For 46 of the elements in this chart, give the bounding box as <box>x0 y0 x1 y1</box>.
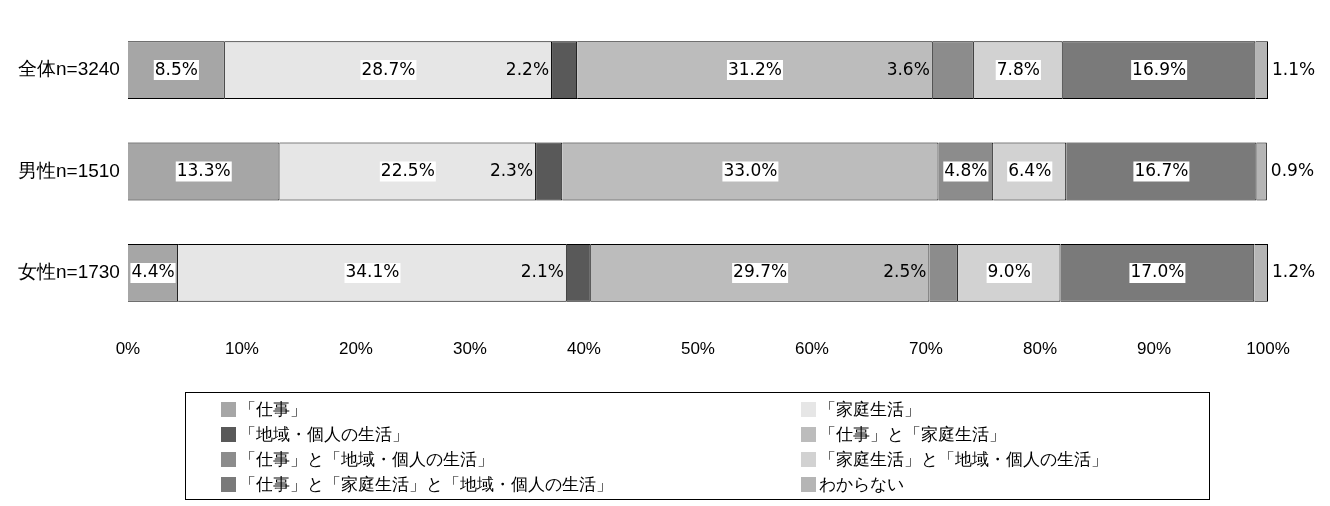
data-label: 34.1% <box>345 261 400 282</box>
data-label: 22.5% <box>380 159 435 180</box>
legend-label: 「仕事」 <box>239 398 307 421</box>
legend-label: 「仕事」と「家庭生活」 <box>819 423 1006 446</box>
legend-label: 「仕事」と「地域・個人の生活」 <box>239 448 494 471</box>
x-tick-label: 0% <box>115 339 141 359</box>
data-label: 29.7% <box>733 261 788 282</box>
x-tick-label: 100% <box>1246 339 1290 359</box>
legend-label: 「家庭生活」と「地域・個人の生活」 <box>819 448 1108 471</box>
x-tick-label: 20% <box>338 339 373 359</box>
data-label: 2.1% <box>520 261 564 282</box>
data-label: 1.1% <box>1272 58 1316 79</box>
data-label: 0.9% <box>1270 159 1315 180</box>
x-tick-label: 10% <box>224 339 259 359</box>
data-label: 7.8% <box>996 58 1040 79</box>
data-label: 16.7% <box>1134 159 1189 180</box>
data-label: 4.8% <box>944 159 988 180</box>
x-tick-label: 70% <box>908 339 943 359</box>
x-tick-label: 80% <box>1022 339 1057 359</box>
x-tick-label: 60% <box>794 339 829 359</box>
x-tick-label: 30% <box>452 339 487 359</box>
data-label: 17.0% <box>1130 261 1185 282</box>
x-tick-label: 40% <box>566 339 601 359</box>
data-label: 4.4% <box>131 261 175 282</box>
data-label: 2.2% <box>505 58 550 79</box>
legend-label: 「仕事」と「家庭生活」と「地域・個人の生活」 <box>239 473 613 496</box>
data-label: 8.5% <box>154 58 198 79</box>
data-label: 33.0% <box>723 159 778 180</box>
data-label: 2.3% <box>489 159 534 180</box>
y-tick-label: 全体n=3240 <box>17 58 120 80</box>
legend-label: 「地域・個人の生活」 <box>239 423 409 446</box>
data-label: 9.0% <box>987 261 1031 282</box>
legend-label: わからない <box>819 473 904 496</box>
x-tick-label: 90% <box>1136 339 1172 359</box>
x-tick-label: 50% <box>680 339 715 359</box>
y-tick-label: 女性n=1730 <box>17 261 120 283</box>
data-label: 13.3% <box>176 159 231 180</box>
data-label: 6.4% <box>1008 159 1052 180</box>
data-label: 2.5% <box>883 261 927 282</box>
data-label: 1.2% <box>1272 261 1316 282</box>
data-label: 28.7% <box>361 58 416 79</box>
data-label: 3.6% <box>886 58 930 79</box>
data-label: 16.9% <box>1132 58 1187 79</box>
data-label: 31.2% <box>727 58 782 79</box>
y-tick-label: 男性n=1510 <box>17 159 120 181</box>
legend-label: 「家庭生活」 <box>819 398 921 421</box>
